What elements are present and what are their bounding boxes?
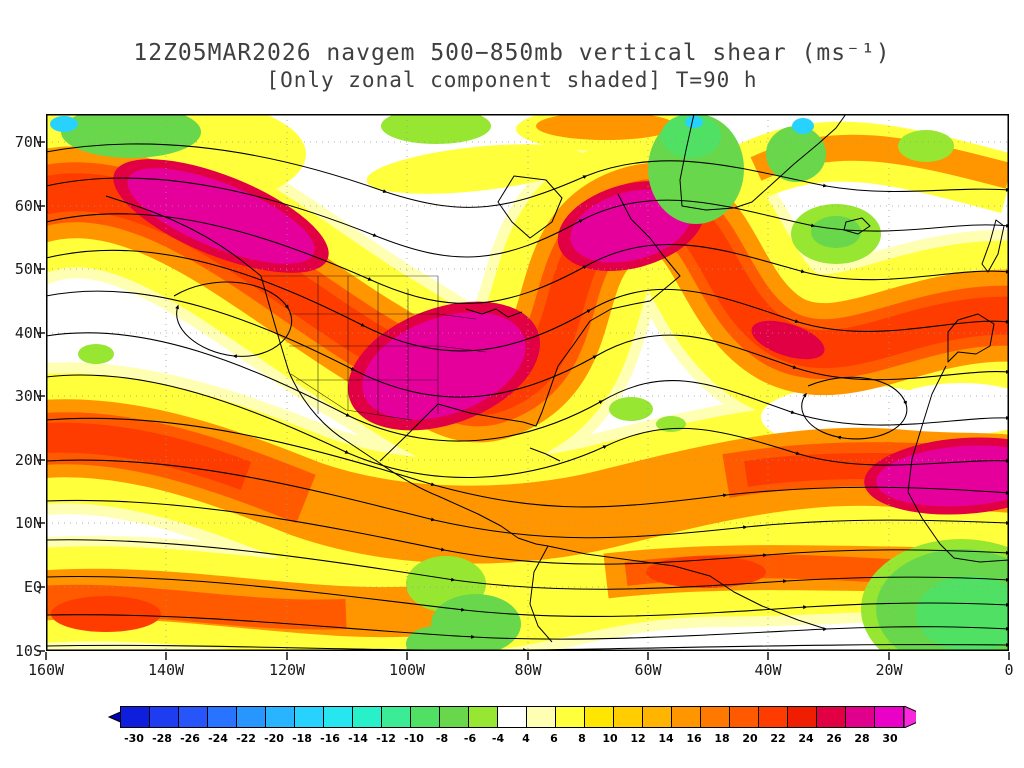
lat-tick-label: 20N [14, 451, 42, 469]
colorbar-segment [671, 707, 700, 727]
lon-tick-label: 80W [514, 661, 542, 679]
map-frame [46, 114, 1009, 651]
colorbar-tick-label: -24 [208, 732, 228, 745]
colorbar-segment [874, 707, 903, 727]
lat-tick-label: 30N [14, 387, 42, 405]
colorbar-tick-label: 18 [714, 732, 730, 745]
colorbar-tick-label: -28 [152, 732, 172, 745]
colorbar-tick-label: 26 [826, 732, 842, 745]
lon-tick-label: 140W [147, 661, 185, 679]
map-area [37, 114, 1010, 660]
shear-map-svg [37, 114, 1010, 660]
colorbar-segment [207, 707, 236, 727]
shaded-field [46, 114, 1009, 651]
lon-tick-label: 160W [27, 661, 65, 679]
colorbar-segment [497, 707, 526, 727]
colorbar-tick-label: -26 [180, 732, 200, 745]
colorbar-tick-label: 16 [686, 732, 702, 745]
lat-tick-label: 10N [14, 514, 42, 532]
lat-tick-label: EQ [23, 578, 42, 596]
colorbar-right-arrow [904, 706, 916, 728]
colorbar-tick-label: -30 [124, 732, 144, 745]
colorbar-tick-label: 4 [522, 732, 530, 745]
colorbar-segment [439, 707, 468, 727]
colorbar-tick-label: 10 [602, 732, 618, 745]
colorbar-segments [120, 706, 904, 728]
streamlines [46, 143, 1009, 651]
colorbar-segment [381, 707, 410, 727]
colorbar-segment [236, 707, 265, 727]
lat-tick-label: 10S [14, 642, 42, 660]
colorbar-tick-label: -12 [376, 732, 396, 745]
colorbar-tick-label: -16 [320, 732, 340, 745]
colorbar-segment [294, 707, 323, 727]
lon-tick-label: 120W [268, 661, 306, 679]
lon-tick-label: 0 [1004, 661, 1014, 679]
colorbar-tick-label: 6 [550, 732, 558, 745]
colorbar-segment [323, 707, 352, 727]
colorbar-segment [758, 707, 787, 727]
colorbar-tick-label: 8 [578, 732, 586, 745]
colorbar-segment [642, 707, 671, 727]
colorbar-segment [352, 707, 381, 727]
colorbar-tick-label: 22 [770, 732, 786, 745]
colorbar-segment [410, 707, 439, 727]
lon-tick-label: 20W [875, 661, 903, 679]
lat-tick-label: 50N [14, 260, 42, 278]
lat-tick-label: 60N [14, 197, 42, 215]
colorbar-left-arrow [108, 711, 120, 723]
colorbar-segment [178, 707, 207, 727]
lon-tick-label: 40W [754, 661, 782, 679]
colorbar-tick-label: 12 [630, 732, 646, 745]
colorbar-tick-label: -10 [404, 732, 424, 745]
lat-tick-label: 70N [14, 133, 42, 151]
colorbar-tick-label: -20 [264, 732, 284, 745]
axis-ticks [37, 141, 1010, 660]
colorbar-tick-label: -18 [292, 732, 312, 745]
lon-tick-label: 100W [388, 661, 426, 679]
colorbar-segment [468, 707, 497, 727]
colorbar-segment [555, 707, 584, 727]
colorbar-segment [149, 707, 178, 727]
chart-title: 12Z05MAR2026 navgem 500−850mb vertical s… [133, 40, 891, 66]
colorbar-segment [816, 707, 845, 727]
colorbar-tick-label: -8 [435, 732, 449, 745]
lon-tick-label: 60W [634, 661, 662, 679]
colorbar-tick-label: 14 [658, 732, 674, 745]
colorbar-tick-label: 24 [798, 732, 814, 745]
colorbar-segment [265, 707, 294, 727]
colorbar-segment [613, 707, 642, 727]
colorbar-tick-label: -22 [236, 732, 256, 745]
colorbar: -30 -28 -26 -24 -22 -20 -18 -16 -14 -12 -10 -8 -6 -4 4… [108, 706, 916, 750]
colorbar-segment [700, 707, 729, 727]
colorbar-tick-label: 30 [882, 732, 898, 745]
colorbar-segment [787, 707, 816, 727]
colorbar-tick-label: -14 [348, 732, 368, 745]
colorbar-tick-label: 20 [742, 732, 758, 745]
colorbar-segment [121, 707, 149, 727]
colorbar-tick-label: -6 [463, 732, 477, 745]
colorbar-segment [845, 707, 874, 727]
colorbar-segment [526, 707, 555, 727]
chart-subtitle: [Only zonal component shaded] T=90 h [266, 68, 758, 92]
colorbar-segment [584, 707, 613, 727]
colorbar-tick-label: 28 [854, 732, 870, 745]
lat-tick-label: 40N [14, 324, 42, 342]
colorbar-segment [729, 707, 758, 727]
colorbar-tick-label: -4 [491, 732, 505, 745]
